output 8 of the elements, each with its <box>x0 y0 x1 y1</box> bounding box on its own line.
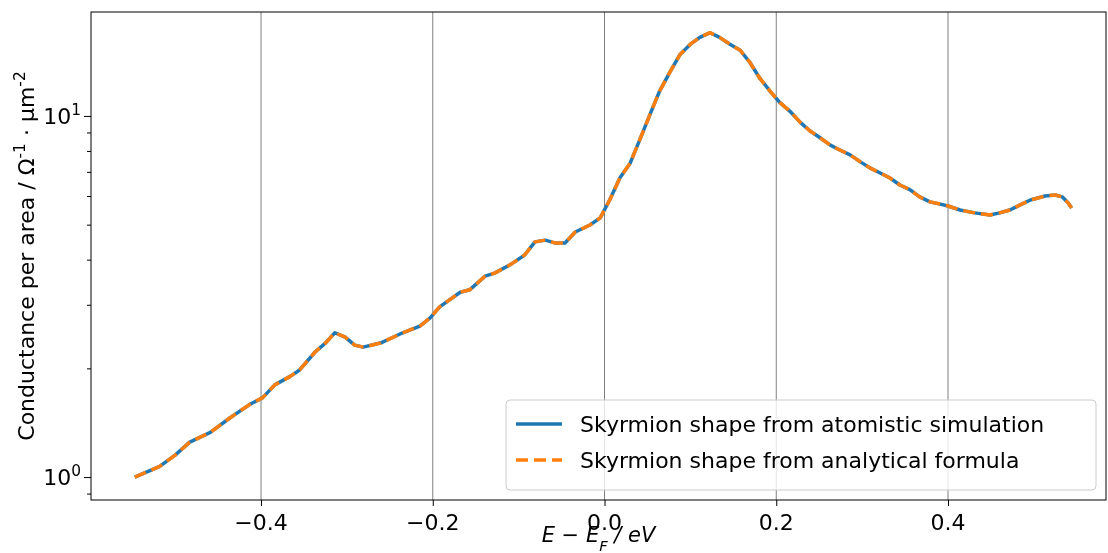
x-tick-label: 0.2 <box>758 510 794 535</box>
legend-label: Skyrmion shape from atomistic simulation <box>580 412 1045 437</box>
x-tick-label: 0.4 <box>930 510 966 535</box>
x-tick-label: −0.4 <box>234 510 288 535</box>
x-tick-label: −0.2 <box>406 510 460 535</box>
y-tick-label: 10$^{1}$ <box>43 100 81 129</box>
y-tick-label: 10$^{0}$ <box>43 462 81 491</box>
legend-label: Skyrmion shape from analytical formula <box>580 448 1020 473</box>
